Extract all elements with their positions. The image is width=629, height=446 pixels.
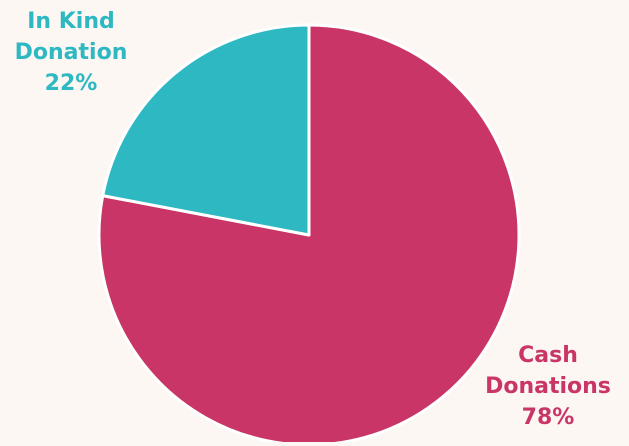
slice-value-label: 78% <box>522 405 575 430</box>
labels-layer: Cash Donations 78% In Kind Donation 22% <box>15 9 611 430</box>
slice-name-line: In Kind <box>27 9 115 34</box>
pie-slice-2 <box>101 23 311 237</box>
slice-value-label: 22% <box>45 71 98 96</box>
slice-name-line: Donations <box>485 374 611 399</box>
slice-name-line: Cash <box>518 343 578 368</box>
slice-label-1: Cash Donations 78% <box>485 343 611 430</box>
slice-label-2: In Kind Donation 22% <box>15 9 128 96</box>
slice-name-line: Donation <box>15 40 128 65</box>
slices-layer <box>97 23 521 446</box>
